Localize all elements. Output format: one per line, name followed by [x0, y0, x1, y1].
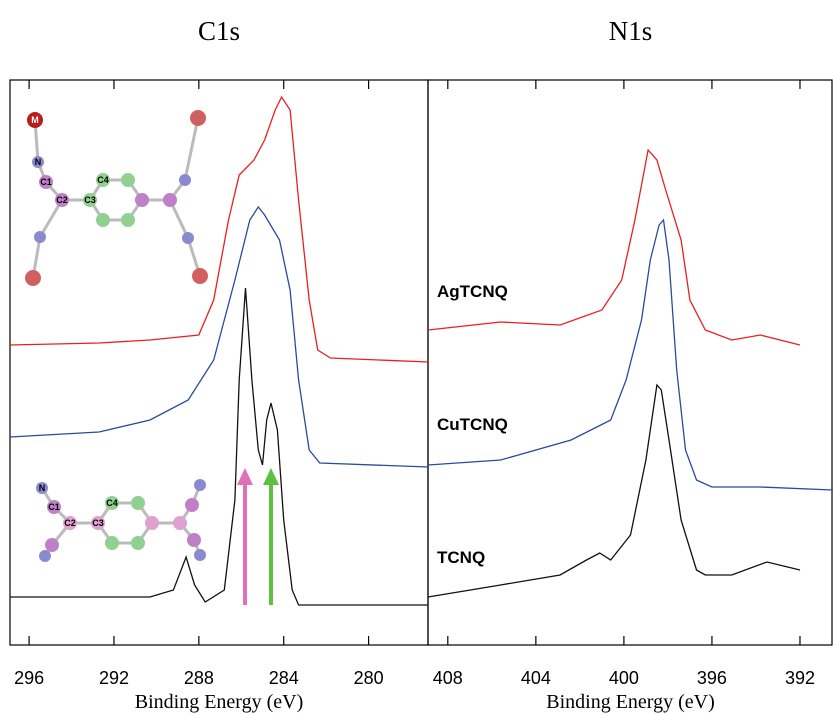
- spectrum-line: [427, 148, 801, 346]
- atom-label: C1: [40, 177, 52, 187]
- x-tick-label: 396: [697, 668, 727, 688]
- spectrum-line: [10, 287, 428, 606]
- atom-label: C4: [97, 175, 109, 185]
- spectrum-line: [9, 95, 429, 363]
- x-axis-label: Binding Energy (eV): [546, 691, 715, 713]
- atom-label: C3: [84, 195, 96, 205]
- x-tick-label: 292: [99, 668, 129, 688]
- arrow: [263, 468, 279, 605]
- atom-label: M: [31, 115, 39, 125]
- atom-label: C4: [106, 498, 118, 508]
- x-tick-label: 288: [184, 668, 214, 688]
- spectrum-line: [9, 205, 429, 468]
- molecule-top: M N C1 C2 C3 C4: [25, 110, 208, 286]
- atom-label: C2: [64, 518, 76, 528]
- x-axis-label: Binding Energy (eV): [135, 691, 304, 713]
- series-label: AgTCNQ: [437, 282, 508, 301]
- molecule-bottom: N C1 C2 C3 C4: [36, 479, 206, 562]
- atom-label: N: [39, 483, 46, 493]
- atom-label: C1: [48, 502, 60, 512]
- spectrum-line: [427, 383, 801, 598]
- chart-title: C1s: [198, 16, 240, 46]
- x-tick-label: 280: [354, 668, 384, 688]
- panel-frame: [9, 79, 429, 646]
- x-tick-label: 408: [433, 668, 463, 688]
- spectrum-line: [427, 218, 833, 491]
- series-label: CuTCNQ: [437, 415, 508, 434]
- x-tick-label: 284: [269, 668, 299, 688]
- panel-frame: [427, 79, 833, 646]
- chart-title: N1s: [609, 16, 653, 46]
- series-label: TCNQ: [437, 548, 485, 567]
- x-tick-label: 296: [14, 668, 44, 688]
- atom-label: N: [35, 157, 42, 167]
- x-tick-label: 400: [609, 668, 639, 688]
- x-tick-label: 404: [521, 668, 551, 688]
- atom-label: C3: [92, 518, 104, 528]
- arrow: [237, 468, 253, 605]
- atom-label: C2: [56, 195, 68, 205]
- x-tick-label: 392: [785, 668, 815, 688]
